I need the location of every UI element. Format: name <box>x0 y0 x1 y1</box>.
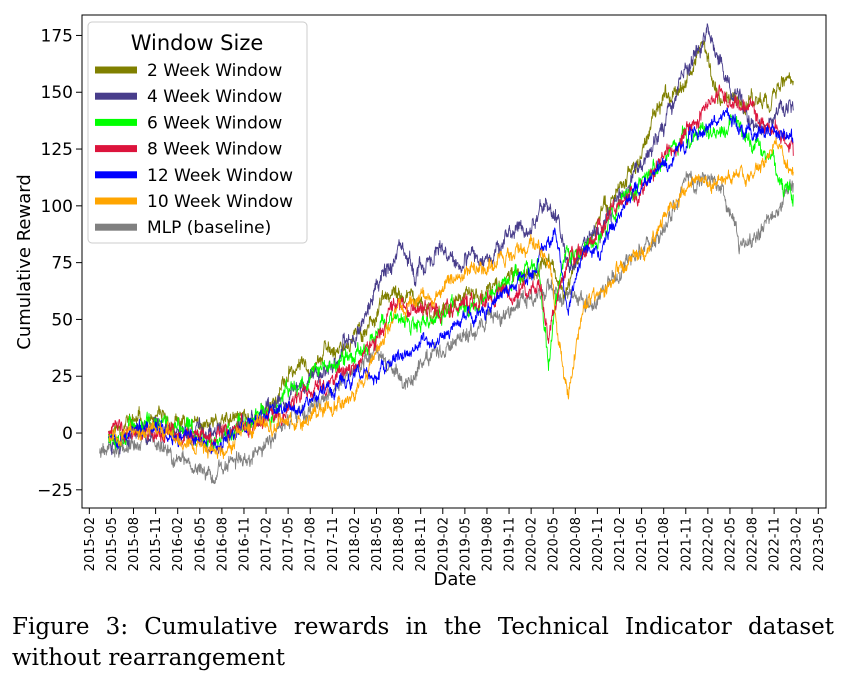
x-tick-label: 2015-05 <box>105 517 120 571</box>
series-line-2-week-window <box>108 40 794 442</box>
x-tick-label: 2020-05 <box>547 517 562 571</box>
legend: Window Size 2 Week Window 4 Week Window 6 … <box>87 21 308 244</box>
x-tick-label: 2017-11 <box>326 517 341 571</box>
x-tick-label: 2016-05 <box>193 517 208 571</box>
x-tick-label: 2022-05 <box>723 517 738 571</box>
legend-title: Window Size <box>131 31 264 55</box>
x-tick-label: 2020-11 <box>591 517 606 571</box>
axes: −25 0 25 50 75 100 125 150 175 2015-02 2015-05 2015… <box>37 26 827 571</box>
y-tick-label: −25 <box>37 481 73 501</box>
x-tick-label: 2019-08 <box>480 517 495 571</box>
series-line-12-week-window <box>108 107 794 455</box>
plot-area <box>99 23 794 485</box>
x-tick-label: 2018-11 <box>414 517 429 571</box>
y-tick-label: 50 <box>51 310 73 330</box>
legend-swatch <box>95 145 137 153</box>
x-tick-label: 2016-02 <box>171 517 186 571</box>
x-tick-label: 2023-02 <box>790 517 805 571</box>
x-tick-label: 2021-11 <box>679 517 694 571</box>
x-tick-label: 2019-11 <box>503 517 518 571</box>
y-tick-label: 25 <box>51 367 73 387</box>
x-tick-label: 2016-08 <box>215 517 230 571</box>
x-tick-label: 2021-08 <box>657 517 672 571</box>
legend-swatch <box>95 223 137 231</box>
plot-frame <box>81 14 827 509</box>
x-tick-label: 2018-02 <box>348 517 363 571</box>
x-tick-label: 2022-02 <box>701 517 716 571</box>
x-tick-label: 2020-02 <box>525 517 540 571</box>
legend-swatch <box>95 118 137 126</box>
x-tick-label: 2021-02 <box>613 517 628 571</box>
y-tick-label: 100 <box>41 197 73 217</box>
x-tick-label: 2023-05 <box>812 517 827 571</box>
legend-entry-label: 4 Week Window <box>147 87 282 107</box>
legend-swatch <box>95 197 137 205</box>
cumulative-reward-chart: −25 0 25 50 75 100 125 150 175 2015-02 2015-05 2015… <box>14 14 827 590</box>
legend-entry-label: MLP (baseline) <box>147 218 271 238</box>
legend-entry-label: 12 Week Window <box>147 166 293 186</box>
x-tick-label: 2019-02 <box>436 517 451 571</box>
legend-entry-label: 2 Week Window <box>147 61 282 81</box>
x-tick-label: 2018-05 <box>370 517 385 571</box>
x-tick-label: 2017-05 <box>282 517 297 571</box>
y-tick-label: 0 <box>62 424 73 444</box>
x-tick-label: 2015-11 <box>149 517 164 571</box>
y-tick-label: 150 <box>41 83 73 103</box>
x-tick-label: 2022-11 <box>768 517 783 571</box>
x-tick-label: 2020-08 <box>569 517 584 571</box>
series-line-10-week-window <box>108 136 794 460</box>
legend-swatch <box>95 171 137 179</box>
series-line-4-week-window <box>108 23 794 456</box>
legend-swatch <box>95 92 137 100</box>
x-tick-label: 2018-08 <box>392 517 407 571</box>
x-tick-label: 2016-11 <box>237 517 252 571</box>
x-tick-label: 2022-08 <box>746 517 761 571</box>
x-tick-label: 2015-02 <box>83 517 98 571</box>
y-tick-label: 125 <box>41 140 73 160</box>
x-axis-label: Date <box>433 569 476 590</box>
x-tick-label: 2017-02 <box>260 517 275 571</box>
legend-frame <box>87 21 308 244</box>
y-tick-label: 75 <box>51 254 73 274</box>
x-tick-label: 2015-08 <box>127 517 142 571</box>
x-tick-label: 2017-08 <box>304 517 319 571</box>
legend-entry-label: 10 Week Window <box>147 192 293 212</box>
legend-entry-label: 8 Week Window <box>147 140 282 160</box>
x-tick-label: 2021-05 <box>635 517 650 571</box>
figure-caption: Figure 3: Cumulative rewards in the Tech… <box>12 614 834 671</box>
x-tick-label: 2019-05 <box>458 517 473 571</box>
y-tick-label: 175 <box>41 26 73 46</box>
y-axis-label: Cumulative Reward <box>14 174 35 350</box>
legend-swatch <box>95 66 137 74</box>
legend-entry-label: 6 Week Window <box>147 113 282 133</box>
